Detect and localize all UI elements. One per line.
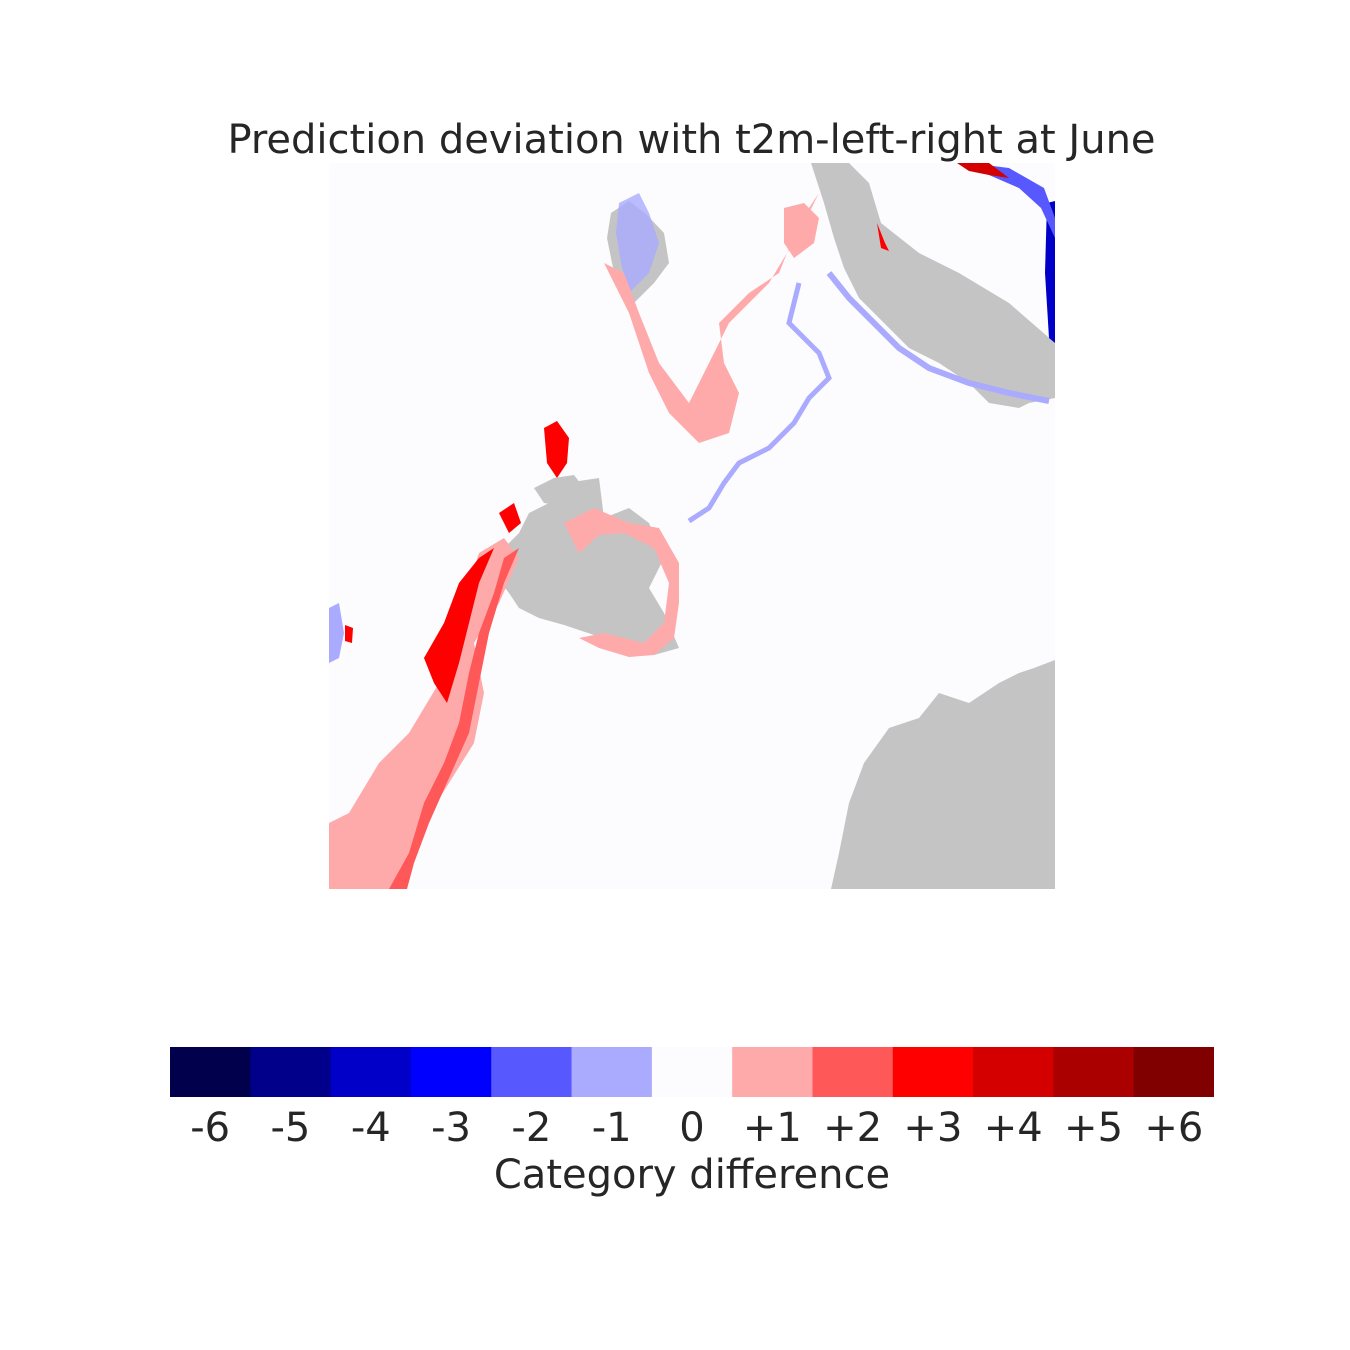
- blue-band-northeast: [826, 271, 1050, 404]
- colorbar-tick-label: -2: [511, 1105, 552, 1151]
- blue-arc-northeast: [969, 163, 1055, 238]
- colorbar-tick-label: +1: [742, 1105, 802, 1151]
- colorbar-swatch-4: [973, 1047, 1054, 1097]
- colorbar-tick-label: -4: [350, 1105, 391, 1151]
- colorbar-tick-label: +4: [983, 1105, 1043, 1151]
- colorbar-tick-label: +5: [1064, 1105, 1124, 1151]
- red-strong-north-lobe: [544, 421, 569, 478]
- colorbar-tick-label: -3: [431, 1105, 472, 1151]
- red-strong-west-band: [424, 548, 494, 703]
- colorbar-swatch--1: [571, 1047, 653, 1097]
- red-light-river-fringe: [604, 193, 819, 443]
- blue-patch-north: [616, 193, 659, 293]
- colorbar-tick-label: +2: [823, 1105, 883, 1151]
- land-mass-northeast: [811, 163, 1055, 408]
- colorbar-tick-label: +3: [903, 1105, 963, 1151]
- colorbar-swatch-5: [1053, 1047, 1135, 1097]
- red-light-nw-inlet: [784, 203, 819, 258]
- colorbar-swatch--2: [491, 1047, 573, 1097]
- colorbar-swatch-3: [892, 1047, 974, 1097]
- red-dot-west: [345, 625, 353, 643]
- red-thin-ne-coast: [877, 223, 889, 251]
- land-mass-central: [489, 478, 679, 655]
- colorbar-tick-label: -5: [270, 1105, 311, 1151]
- red-light-west-shelf: [329, 538, 519, 889]
- land-mass-middle-island: [534, 475, 584, 505]
- colorbar-label: Category difference: [493, 1152, 891, 1198]
- colorbar-swatch--5: [250, 1047, 332, 1097]
- blue-strip-east-edge: [1045, 201, 1055, 343]
- colorbar-swatch-0: [651, 1047, 733, 1097]
- colorbar: [170, 1047, 1214, 1097]
- colorbar-tick-label: 0: [679, 1105, 705, 1151]
- colorbar-tick-label: -1: [591, 1105, 632, 1151]
- colorbar-tick-label: +6: [1144, 1105, 1204, 1151]
- red-light-central-rim: [564, 508, 679, 657]
- red-dark-ne-corner: [957, 163, 1009, 178]
- colorbar-swatch-1: [732, 1047, 813, 1097]
- blue-patch-west: [329, 603, 344, 663]
- colorbar-tick-label: -6: [190, 1105, 231, 1151]
- chart-title: Prediction deviation with t2m-left-right…: [227, 117, 1156, 163]
- red-mid-west-shelf: [389, 548, 519, 889]
- land-mass-southeast: [831, 660, 1055, 889]
- colorbar-ticks: -6 -5 -4 -3 -2 -1 0 +1 +2 +3 +4 +5 +6: [170, 1104, 1214, 1154]
- colorbar-swatch-2: [812, 1047, 894, 1097]
- red-strong-mid-lobe: [499, 503, 521, 533]
- colorbar-swatch--4: [330, 1047, 412, 1097]
- blue-band-river: [687, 282, 832, 524]
- colorbar-swatch--3: [410, 1047, 492, 1097]
- deviation-map: [329, 163, 1055, 889]
- colorbar-swatch--6: [170, 1047, 251, 1097]
- colorbar-swatch-6: [1133, 1047, 1214, 1097]
